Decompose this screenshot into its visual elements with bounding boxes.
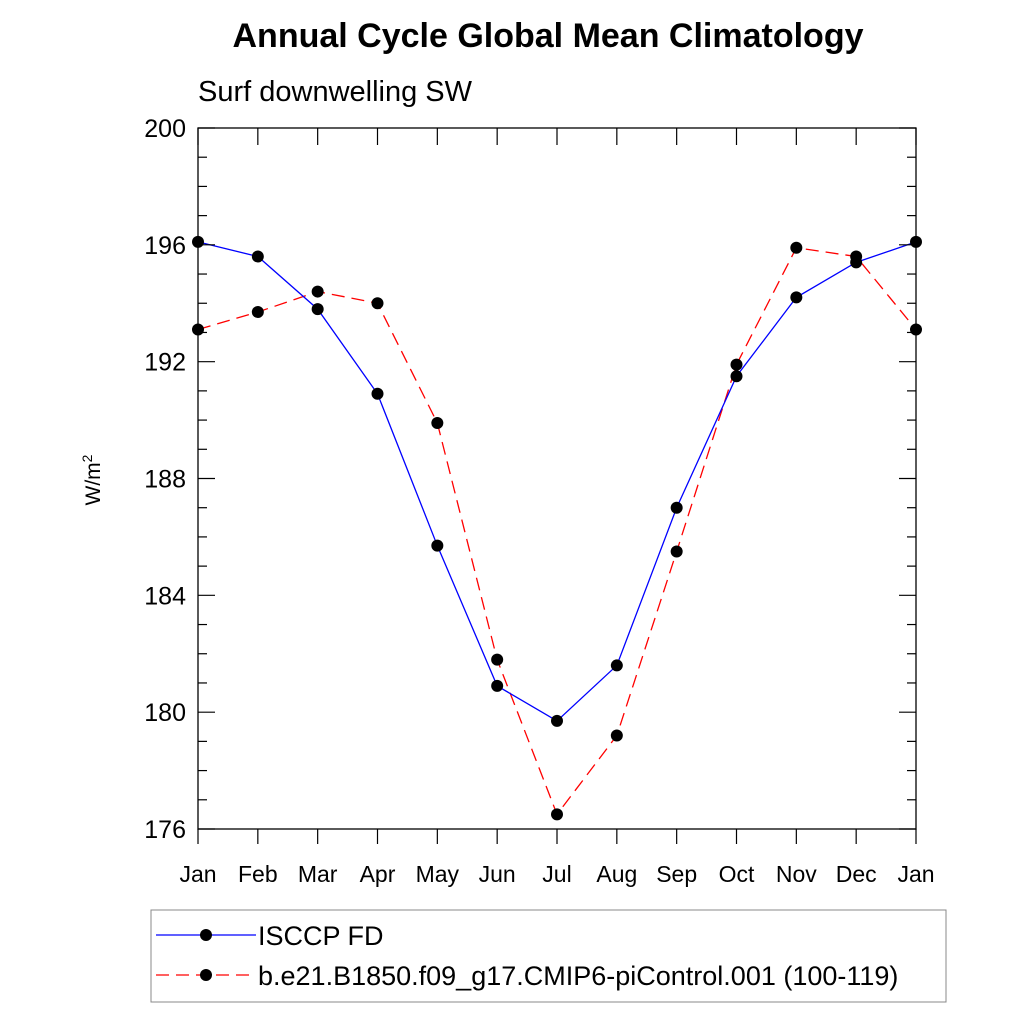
- series-line-1: [197, 247, 917, 816]
- series-0-point: [371, 387, 384, 400]
- x-tick-label: Dec: [836, 861, 877, 887]
- x-tick-label: Apr: [360, 861, 396, 887]
- legend-label-0: ISCCP FD: [258, 921, 384, 951]
- series-1-point: [431, 417, 444, 430]
- axes-layer: 176 180 184 188 192 196 200 Jan Feb Mar Apr May Jun J…: [144, 115, 934, 887]
- y-axis-label: W/m2: [79, 454, 105, 505]
- x-tick-label: Nov: [776, 861, 817, 887]
- x-tick-label: Sep: [656, 861, 697, 887]
- x-tick-label: Aug: [596, 861, 637, 887]
- series-1-point: [610, 729, 623, 742]
- chart-title: Annual Cycle Global Mean Climatology: [233, 17, 864, 55]
- x-tick-label: Jan: [897, 861, 934, 887]
- y-tick-label: 176: [144, 816, 186, 844]
- x-tick-label: Jan: [179, 861, 216, 887]
- y-tick-label: 200: [144, 115, 186, 143]
- series-0-point: [850, 256, 863, 269]
- series-0-point: [491, 679, 504, 692]
- x-tick-label: Oct: [719, 861, 755, 887]
- x-tick-label: Jul: [542, 861, 571, 887]
- y-tick-label: 180: [144, 699, 186, 727]
- series-0-point: [551, 714, 563, 727]
- series-0-point: [311, 303, 324, 316]
- y-tick-label: 196: [144, 232, 186, 260]
- y-tick-label: 188: [144, 466, 186, 494]
- y-tick-label: 192: [144, 349, 186, 377]
- series-0-point: [790, 291, 803, 304]
- series-line-0: [197, 241, 917, 722]
- chart-subtitle: Surf downwelling SW: [198, 76, 473, 108]
- series-1-point: [790, 241, 803, 254]
- series-0-point: [251, 250, 264, 263]
- legend-marker-0: [200, 929, 212, 941]
- series-1-point: [371, 297, 384, 310]
- series-1-point: [670, 545, 683, 558]
- series-1-point: [251, 306, 264, 319]
- x-tick-label: Feb: [238, 861, 278, 887]
- series-layer: [192, 235, 922, 821]
- legend-box: [150, 909, 947, 1003]
- legend: ISCCP FD b.e21.B1850.f09_g17.CMIP6-piCont…: [150, 909, 947, 1003]
- series-1-point: [311, 285, 324, 298]
- series-0-point: [610, 659, 623, 672]
- series-0-point: [431, 539, 444, 552]
- legend-label-1: b.e21.B1850.f09_g17.CMIP6-piControl.001 …: [258, 961, 898, 991]
- series-0-point: [670, 501, 683, 514]
- series-1-point: [491, 653, 504, 666]
- x-tick-label: Mar: [298, 861, 338, 887]
- legend-marker-1: [200, 969, 212, 981]
- x-tick-label: Jun: [479, 861, 516, 887]
- series-0-point: [730, 370, 743, 383]
- series-1-point: [551, 808, 563, 821]
- series-1-point: [730, 358, 743, 371]
- x-tick-label: May: [416, 861, 460, 887]
- y-tick-label: 184: [144, 582, 186, 610]
- y-axis-label-text: W/m: [82, 462, 105, 505]
- y-axis-label-superscript: 2: [79, 454, 95, 462]
